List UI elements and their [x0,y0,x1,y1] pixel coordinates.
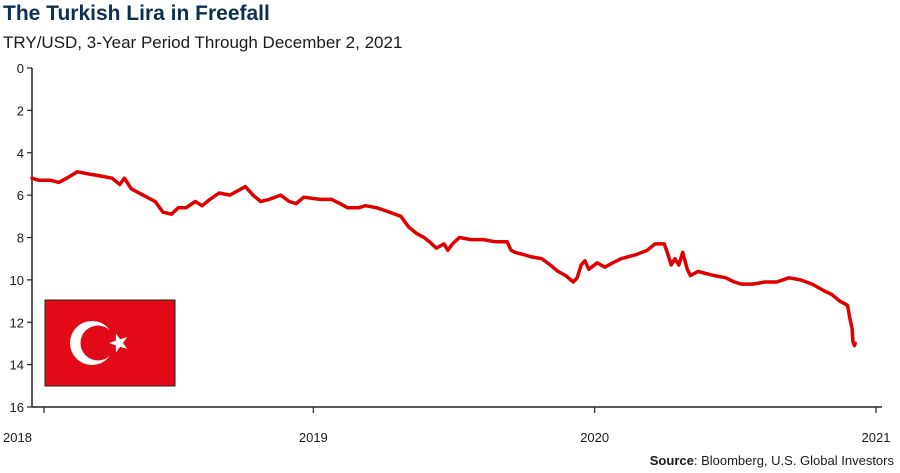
source-note: Source: Bloomberg, U.S. Global Investors [650,453,894,468]
source-text: : Bloomberg, U.S. Global Investors [693,453,894,468]
x-tick-label: 2020 [580,430,609,445]
x-tick-label: 2021 [862,430,891,445]
y-tick-label: 10 [10,273,24,288]
y-tick-label: 16 [10,400,24,415]
y-axis: 0 2 4 6 8 10 12 14 16 [10,61,33,415]
chart-subtitle: TRY/USD, 3-Year Period Through December … [3,33,403,52]
y-tick-label: 8 [17,231,24,246]
x-tick-label: 2018 [3,430,32,445]
x-tick-label: 2019 [299,430,328,445]
y-tick-label: 2 [17,103,24,118]
series-line [30,170,857,348]
y-tick-label: 14 [10,358,24,373]
y-tick-label: 0 [17,61,24,76]
y-tick-label: 6 [17,188,24,203]
chart-title: The Turkish Lira in Freefall [3,2,270,25]
source-label: Source [649,453,694,468]
x-axis: 2018 2019 2020 2021 [3,406,891,445]
turkey-flag-icon [44,299,176,387]
y-tick-label: 12 [10,315,24,330]
y-tick-label: 4 [17,146,24,161]
